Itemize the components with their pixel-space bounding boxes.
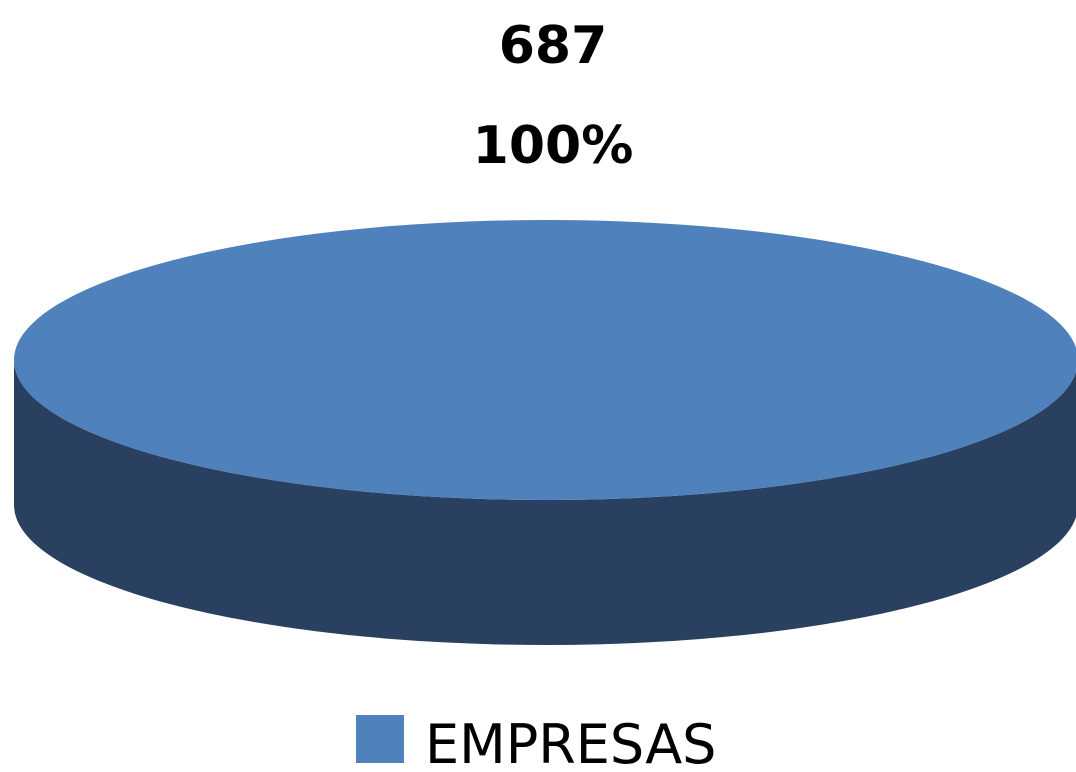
data-label-value: 687 [499,16,608,76]
legend-label-empresas: EMPRESAS [425,713,716,772]
legend: EMPRESAS [356,713,716,772]
data-label-percent: 100% [473,116,634,176]
pie-slice-side-empresas [14,360,1076,645]
legend-swatch-empresas [356,715,404,763]
pie-slice-empresas [14,220,1076,500]
